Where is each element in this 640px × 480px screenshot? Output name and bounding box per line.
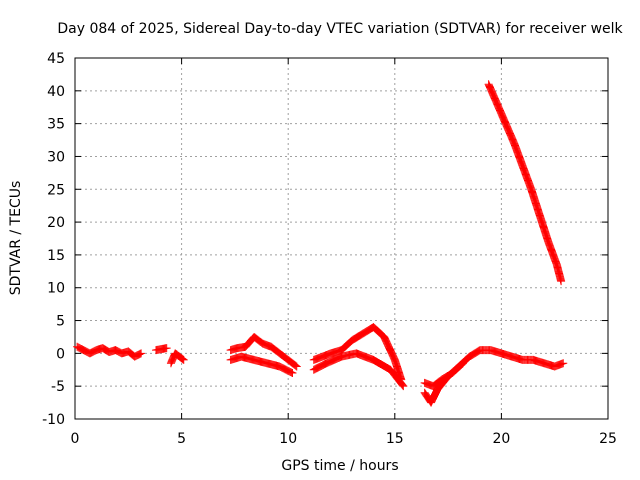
data-point	[312, 364, 321, 373]
data-point	[133, 351, 142, 360]
y-tick-label: 15	[47, 248, 65, 264]
data-point	[282, 365, 291, 374]
data-point	[114, 347, 123, 356]
data-point	[132, 351, 141, 360]
data-point	[399, 382, 408, 391]
data-point	[398, 381, 407, 390]
data-point	[178, 355, 187, 364]
data-point	[290, 361, 299, 370]
data-point	[79, 346, 88, 355]
x-tick-label: 5	[177, 431, 186, 447]
x-axis-label: GPS time / hours	[281, 458, 398, 474]
data-point	[288, 369, 297, 378]
data-point	[284, 366, 293, 375]
data-point	[457, 360, 466, 369]
x-tick-label: 25	[599, 431, 617, 447]
data-point	[319, 360, 328, 369]
data-point	[276, 363, 285, 372]
data-point	[131, 352, 140, 361]
data-point	[397, 380, 406, 389]
data-point	[85, 349, 94, 358]
data-point	[287, 368, 296, 377]
data-point	[74, 343, 83, 352]
data-point	[321, 359, 330, 368]
y-tick-label: 30	[47, 149, 65, 165]
data-point	[90, 347, 99, 356]
data-point	[91, 346, 100, 355]
data-point	[475, 346, 484, 355]
data-point	[81, 347, 90, 356]
data-point	[73, 342, 82, 351]
x-tick-label: 15	[386, 431, 404, 447]
data-point	[291, 361, 300, 370]
data-point	[320, 360, 329, 369]
data-point	[277, 363, 286, 372]
data-point	[311, 364, 320, 373]
data-point	[112, 346, 121, 355]
data-point	[179, 355, 188, 364]
data-point	[285, 367, 294, 376]
data-point	[178, 354, 187, 363]
data-point	[78, 345, 87, 354]
grid-lines	[75, 58, 608, 419]
data-points	[73, 80, 568, 407]
data-point	[77, 344, 86, 353]
y-tick-label: 25	[47, 182, 65, 198]
data-point	[279, 364, 288, 373]
data-point	[310, 365, 319, 374]
data-point	[283, 366, 292, 375]
data-point	[89, 347, 98, 356]
y-tick-label: 5	[56, 314, 65, 330]
data-point	[315, 363, 324, 372]
axis-ticks	[74, 57, 609, 420]
y-tick-label: 45	[47, 51, 65, 67]
data-point	[559, 359, 568, 368]
data-point	[88, 348, 97, 357]
data-point	[75, 343, 84, 352]
y-tick-label: -10	[42, 412, 65, 428]
data-point	[292, 362, 301, 371]
data-point	[136, 349, 145, 358]
data-point	[275, 362, 284, 371]
data-point	[111, 346, 120, 355]
data-point	[286, 367, 295, 376]
data-point	[459, 359, 468, 368]
x-tick-label: 0	[71, 431, 80, 447]
data-point	[113, 347, 122, 356]
data-point	[80, 346, 89, 355]
data-point	[134, 350, 143, 359]
data-point	[317, 361, 326, 370]
y-tick-label: 0	[56, 346, 65, 362]
data-point	[314, 363, 323, 372]
x-tick-label: 10	[279, 431, 297, 447]
y-tick-label: 10	[47, 281, 65, 297]
data-point	[557, 277, 566, 286]
y-tick-label: 40	[47, 84, 65, 100]
data-point	[281, 365, 290, 374]
data-point	[458, 359, 467, 368]
y-axis-label: SDTVAR / TECUs	[8, 181, 24, 296]
tick-labels: 0 5 10 15 20 25 -10 -5 0 5 10 15 20 25 30 35 40 45	[42, 51, 617, 447]
data-point	[309, 365, 318, 374]
data-point	[137, 349, 146, 358]
x-tick-label: 20	[492, 431, 510, 447]
y-tick-label: -5	[51, 379, 65, 395]
plot-frame	[74, 57, 609, 420]
data-point	[278, 364, 287, 373]
data-point	[76, 344, 85, 353]
data-point	[130, 352, 139, 361]
data-point	[316, 362, 325, 371]
chart-title: Day 084 of 2025, Sidereal Day-to-day VTE…	[57, 21, 623, 37]
data-point	[162, 344, 171, 353]
y-tick-label: 20	[47, 215, 65, 231]
y-tick-label: 35	[47, 117, 65, 133]
data-point	[318, 361, 327, 370]
data-point	[86, 348, 95, 357]
